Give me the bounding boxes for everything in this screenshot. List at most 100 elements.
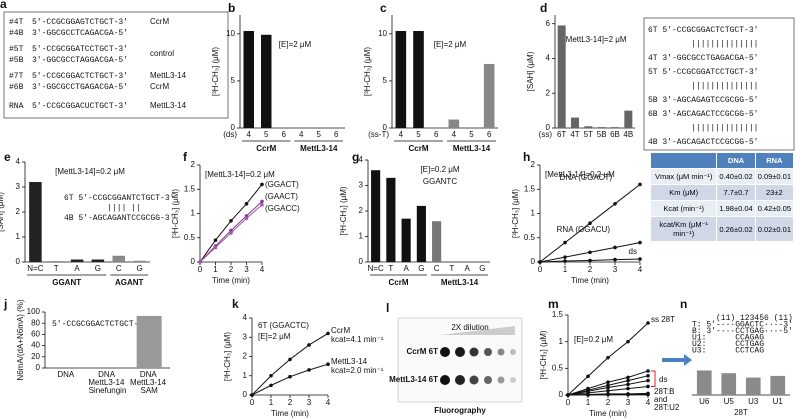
series-label: CcrM [331,326,350,335]
y-tick-label: 0.5 [184,233,196,242]
x-axis-label: 28T [734,408,748,417]
text-line: MettL3-14 [88,378,126,387]
x-tick-label: 1 [269,398,274,407]
x-axis-label: Time (min) [271,409,309,418]
data-point [613,202,617,206]
category-label: 6 [334,130,339,139]
bar [584,126,593,128]
y-tick-label: 3 [16,182,21,191]
y-tick-label: 2 [546,88,551,97]
y-tick-label: 0 [191,257,196,266]
text-line: DNA [98,370,117,379]
panel-label: a [0,0,7,11]
category-label: T [449,264,454,273]
inset-sequence: 5'-CCGCGGACTCTGCT-3' [52,320,148,329]
category-label: N=C [27,264,43,273]
group-label: AGANT [115,278,144,287]
row-header: Km (μM) [649,184,718,201]
category-label: 4 [299,130,304,139]
data-point [244,216,249,221]
series-label: DNA (GGACT) [560,173,613,182]
seq-note: MettL3-14 [150,71,187,80]
category-label: C [116,264,122,273]
bar [557,25,566,128]
category-label: 4B [623,130,633,139]
bar [112,255,125,262]
inset-sequence: 5T 5'-CCGCGGATCCTGCT-3' [648,68,758,77]
data-point [250,393,254,397]
row-header: kcat/Km (μM⁻¹ min⁻¹) [649,216,718,242]
blot-dots [440,347,516,385]
panel-label: h [523,150,530,164]
inset-sequence: (11) 123456 (11) [692,314,793,323]
y-tick-label: 0 [383,123,388,132]
category-label: DNA [57,370,75,379]
annotation: GGANTC [423,177,457,186]
data-point [626,339,630,344]
bar [483,63,495,128]
panel-label: b [228,1,235,15]
x-tick-label: 2 [288,398,293,407]
table-row: Kcat (min⁻¹) 1.98±0.04 0.42±0.05 [649,200,795,217]
data-point [606,392,610,397]
data-point [638,240,642,245]
y-axis-label: N6mA/(dA+N6mA) (%) [16,299,25,380]
bar [386,177,396,262]
y-tick-label: 0.5 [524,233,536,242]
inset-sequence: U2: CCTGAG [692,340,764,349]
y-tick-label: 1.5 [524,184,536,193]
category-label: U6 [699,397,710,406]
data-point [586,374,590,379]
y-tick-label: 1.5 [552,310,564,319]
sequence: 5'-CCGCGGATCCTGCT-3' [32,45,128,54]
bar [136,315,162,368]
group-label: MettL3-14 [453,144,491,153]
seq-note: control [150,49,174,58]
y-tick-label: 3 [359,181,364,190]
table-cell: 1.98±0.04 [716,200,756,217]
x-tick-label: 2 [588,265,593,274]
data-point [586,393,590,397]
table-cell: 7.7±0.7 [716,184,756,201]
data-point [229,218,233,223]
x-tick-label: 4 [646,398,651,407]
annotation: [MettL3-14]=2 μM [563,35,626,44]
x-tick-label: 3 [613,265,618,274]
y-tick-label: 40 [31,341,40,350]
text-line: Sinefungin [89,386,127,395]
y-tick-label: 0 [243,390,248,399]
category-label: DNA MettL3-14 SAM [130,370,168,395]
panel-label: c [380,1,387,15]
x-axis-label: Time (min) [212,276,250,285]
bar [91,259,105,262]
bar [401,218,411,262]
text-line: and [654,395,670,404]
bar [133,260,146,262]
data-point [588,258,592,263]
blot-row-label: MettL3-14 6T [389,375,438,384]
x-tick-label: 0 [198,265,203,274]
seq-note: CcrM [150,82,169,91]
sequence: 5'-CCGCGGACTCTGCT-3' [32,72,128,81]
bar [413,31,424,129]
sequence: 5'-CCGCGGAGTCTGCT-3' [32,18,128,27]
data-point [307,368,311,372]
x-tick-label: 2 [229,265,234,274]
group-label: CcrM [408,144,428,153]
data-point [288,374,292,379]
bar [696,370,712,395]
axis-prefix: (ss) [539,130,553,139]
panel-label: j [3,297,7,311]
corner-cell [649,152,718,169]
table-cell: 0.26±0.02 [716,216,756,242]
bar [395,31,407,129]
bar [371,170,381,262]
panel-label: l [386,301,389,315]
category-label: 5 [264,130,269,139]
category-label: 5 [416,130,421,139]
data-point [563,240,567,245]
seq-id: RNA [9,102,24,111]
text-line: MettL3-14 [130,378,168,387]
y-tick-label: 4 [243,313,248,322]
